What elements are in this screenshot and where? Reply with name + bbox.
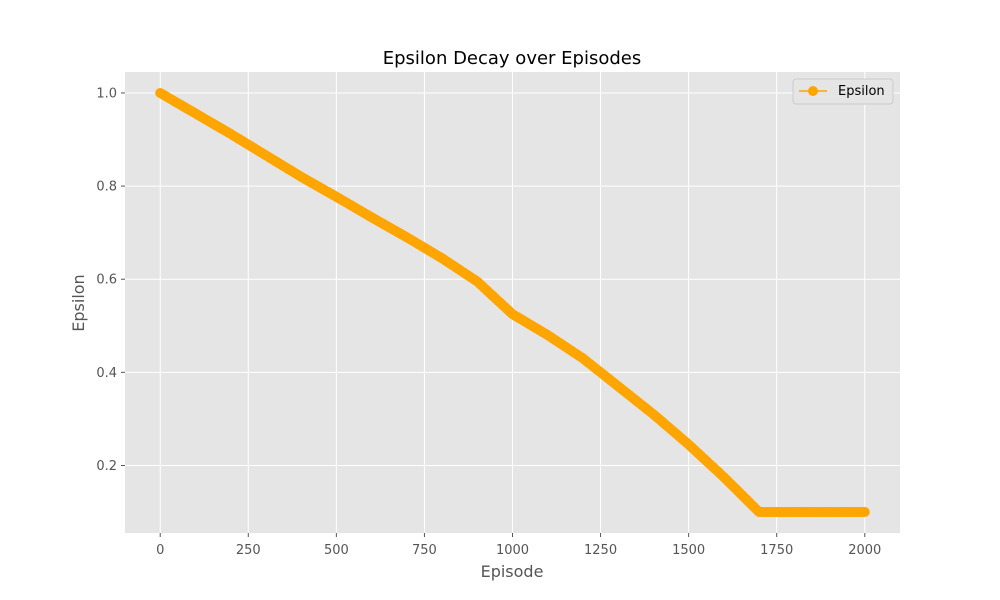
legend-box [792, 78, 894, 105]
y-tick-label: 0.8 [96, 180, 117, 195]
x-tick-label: 500 [324, 543, 349, 558]
legend: Epsilon [792, 78, 894, 105]
x-tick-label: 250 [236, 543, 261, 558]
y-tick-label: 0.4 [96, 366, 117, 381]
x-axis-label: Episode [481, 562, 544, 581]
axis-ticks: 0 250 500 750 1000 1250 1500 1750 2000 0.2 0.4 0.6 0… [96, 86, 881, 558]
x-tick-label: 1750 [760, 543, 793, 558]
series-markers [155, 88, 870, 517]
x-tick-label: 1000 [496, 543, 529, 558]
x-tick-label: 1500 [672, 543, 705, 558]
y-tick-label: 0.2 [96, 459, 117, 474]
y-tick-label: 1.0 [96, 86, 117, 101]
data-point [859, 507, 870, 517]
legend-label: Epsilon [838, 84, 885, 99]
x-tick-label: 0 [156, 543, 164, 558]
x-tick-label: 750 [412, 543, 437, 558]
legend-marker [808, 86, 818, 96]
x-tick-label: 2000 [848, 543, 881, 558]
y-tick-label: 0.6 [96, 273, 117, 288]
x-tick-label: 1250 [584, 543, 617, 558]
grid-lines [125, 72, 900, 533]
y-axis-label: Epsilon [69, 274, 88, 331]
chart-title: Epsilon Decay over Episodes [383, 48, 642, 69]
series-layer [155, 88, 870, 517]
